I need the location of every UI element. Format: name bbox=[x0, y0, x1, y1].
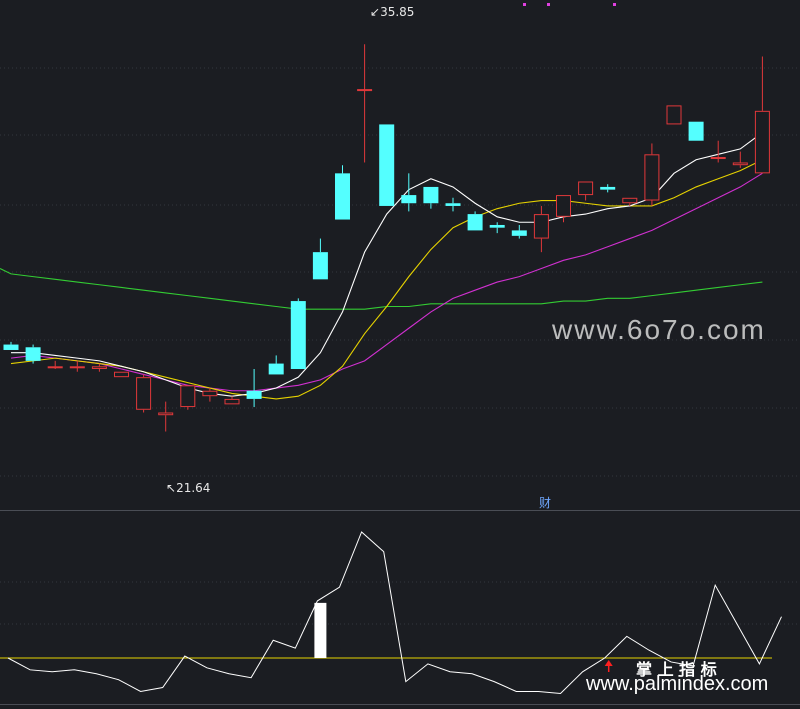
ma-line bbox=[10, 172, 763, 392]
indicator-line bbox=[7, 531, 782, 694]
candle-body bbox=[114, 371, 129, 378]
ma-line bbox=[0, 267, 763, 310]
candle-body bbox=[666, 105, 682, 125]
top-marker bbox=[547, 3, 550, 6]
candle-body bbox=[158, 412, 174, 416]
up-arrow-icon bbox=[604, 660, 613, 666]
top-marker bbox=[523, 3, 526, 6]
candle-body bbox=[3, 344, 19, 350]
candle-body bbox=[357, 89, 373, 92]
candle-body bbox=[578, 181, 594, 196]
candle-body bbox=[136, 377, 152, 410]
candle-body bbox=[423, 186, 439, 204]
candle-body bbox=[268, 363, 284, 375]
candle-body bbox=[379, 124, 395, 206]
top-marker bbox=[613, 3, 616, 6]
candle-body bbox=[754, 110, 770, 174]
candle-body bbox=[69, 366, 85, 369]
candle-body bbox=[600, 186, 616, 190]
low-label: 21.64 bbox=[176, 481, 211, 495]
candle-body bbox=[335, 173, 350, 220]
indicator-bar bbox=[314, 602, 327, 658]
candle-body bbox=[489, 224, 505, 228]
candle-body bbox=[511, 230, 527, 236]
candle-body bbox=[312, 252, 328, 280]
high-arrow-icon: ↙ bbox=[370, 5, 381, 19]
high-label: 35.85 bbox=[380, 5, 415, 19]
low-annotation: ↖21.64 bbox=[166, 481, 210, 495]
candle-body bbox=[445, 203, 461, 206]
candle-body bbox=[556, 195, 571, 217]
candle-body bbox=[180, 385, 196, 408]
candle-body bbox=[25, 347, 41, 361]
candle-body bbox=[224, 398, 240, 405]
watermark-top: www.6o7o.com bbox=[552, 314, 766, 345]
candle-body bbox=[622, 197, 638, 204]
candle-body bbox=[47, 366, 63, 369]
low-arrow-icon: ↖ bbox=[166, 481, 177, 495]
watermark-cn: 掌 上 指 标 bbox=[636, 660, 717, 679]
candle-body bbox=[467, 214, 483, 231]
candle-body bbox=[290, 301, 306, 370]
candle-body bbox=[246, 390, 262, 399]
candle-body bbox=[533, 214, 549, 239]
candle-body bbox=[732, 162, 748, 166]
candle-body bbox=[644, 154, 660, 201]
high-annotation: ↙35.85 bbox=[370, 5, 414, 19]
finance-marker[interactable]: 财 bbox=[539, 496, 552, 510]
candle-body bbox=[401, 195, 417, 204]
candle-body bbox=[710, 157, 726, 160]
candle-body bbox=[688, 121, 704, 141]
candle-body bbox=[202, 390, 218, 397]
candle-body bbox=[91, 366, 107, 370]
watermark-url: www.palmindex.com bbox=[586, 673, 769, 695]
